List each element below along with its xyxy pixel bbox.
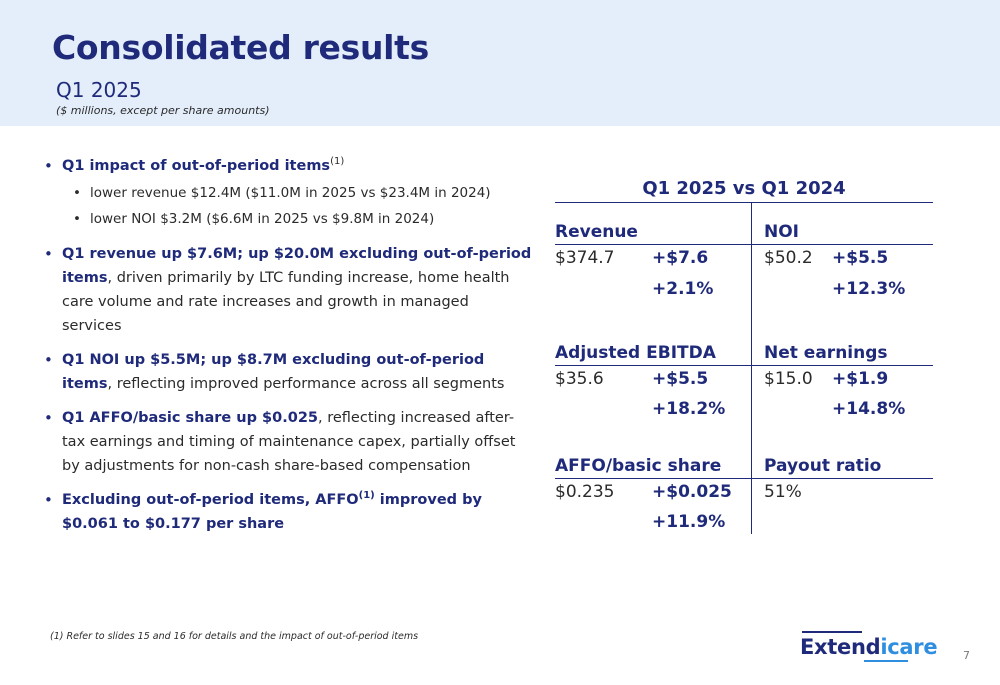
- bullet-text: , driven primarily by LTC funding increa…: [62, 270, 510, 334]
- footnote: (1) Refer to slides 15 and 16 for detail…: [50, 631, 419, 642]
- metric-value-revenue: $374.7: [555, 248, 615, 268]
- sub-bullet-noi: lower NOI $3.2M ($6.6M in 2025 vs $9.8M …: [62, 206, 532, 232]
- bullet-text: , reflecting increased after-tax earning…: [62, 410, 516, 474]
- logo-wordmark: Extendicare: [800, 635, 938, 659]
- bullet-out-of-period: Q1 impact of out-of-period items(1) lowe…: [42, 154, 532, 232]
- bullet-affo-excluding: Excluding out-of-period items, AFFO(1) i…: [42, 488, 532, 536]
- bullet-revenue: Q1 revenue up $7.6M; up $20.0M excluding…: [42, 242, 532, 338]
- row-divider: [555, 478, 933, 479]
- logo-word-part: Extend: [800, 635, 881, 659]
- metric-label-adjusted-ebitda: Adjusted EBITDA: [555, 343, 716, 363]
- bullet-highlight: Q1 AFFO/basic share up $0.025: [62, 410, 319, 426]
- metric-label-noi: NOI: [764, 222, 800, 242]
- page-number: 7: [963, 649, 970, 662]
- comparison-table: Q1 2025 vs Q1 2024 Revenue $374.7 +$7.6 …: [555, 178, 933, 534]
- metric-value-net-earnings: $15.0: [764, 369, 813, 389]
- metric-change-revenue: +$7.6: [652, 248, 709, 268]
- logo-word-part: icare: [880, 635, 938, 659]
- row-divider: [555, 244, 933, 245]
- bullet-noi: Q1 NOI up $5.5M; up $8.7M excluding out-…: [42, 348, 532, 396]
- metric-change-affo-basic-share: +$0.025: [652, 482, 732, 502]
- metric-label-revenue: Revenue: [555, 222, 638, 242]
- extendicare-logo: Extendicare: [800, 631, 938, 663]
- bullet-highlight: Q1 NOI up $5.5M; up $8.7M excluding out-…: [62, 352, 485, 392]
- footnote-marker: (1): [358, 490, 375, 502]
- bullet-highlight: Q1 revenue up $7.6M; up $20.0M excluding…: [62, 246, 532, 286]
- metric-label-net-earnings: Net earnings: [764, 343, 888, 363]
- column-divider: [751, 202, 752, 534]
- bullet-highlight: improved by $0.061 to $0.177 per share: [62, 492, 482, 532]
- metric-label-affo-basic-share: AFFO/basic share: [555, 456, 722, 476]
- bullet-highlight: Q1 impact of out-of-period items: [62, 158, 331, 174]
- page-title: Consolidated results: [52, 28, 429, 67]
- units-note: ($ millions, except per share amounts): [56, 104, 270, 117]
- metric-value-affo-basic-share: $0.235: [555, 482, 615, 502]
- bullet-text: , reflecting improved performance across…: [107, 376, 505, 392]
- metric-change-adjusted-ebitda: +$5.5: [652, 369, 709, 389]
- metric-change-net-earnings: +$1.9: [832, 369, 889, 389]
- title-divider: [555, 202, 933, 203]
- metric-change-pct-revenue: +2.1%: [652, 279, 714, 299]
- metric-change-pct-adjusted-ebitda: +18.2%: [652, 399, 726, 419]
- metric-change-pct-noi: +12.3%: [832, 279, 906, 299]
- metric-value-noi: $50.2: [764, 248, 813, 268]
- sub-bullet-list: lower revenue $12.4M ($11.0M in 2025 vs …: [62, 180, 532, 232]
- metric-change-pct-affo-basic-share: +11.9%: [652, 512, 726, 532]
- metric-change-pct-net-earnings: +14.8%: [832, 399, 906, 419]
- header-band: Consolidated results Q1 2025 ($ millions…: [0, 0, 1000, 126]
- page-subtitle: Q1 2025: [56, 78, 142, 102]
- metric-value-payout-ratio: 51%: [764, 482, 802, 502]
- comparison-title: Q1 2025 vs Q1 2024: [642, 178, 846, 199]
- metric-change-noi: +$5.5: [832, 248, 889, 268]
- sub-bullet-revenue: lower revenue $12.4M ($11.0M in 2025 vs …: [62, 180, 532, 206]
- footnote-marker: (1): [330, 156, 345, 168]
- bullet-affo: Q1 AFFO/basic share up $0.025, reflectin…: [42, 406, 532, 478]
- row-divider: [555, 365, 933, 366]
- bullet-list: Q1 impact of out-of-period items(1) lowe…: [42, 154, 532, 546]
- logo-underline: [864, 660, 908, 662]
- logo-rule: [802, 631, 862, 633]
- metric-value-adjusted-ebitda: $35.6: [555, 369, 604, 389]
- bullet-highlight: Excluding out-of-period items, AFFO: [62, 492, 359, 508]
- metric-label-payout-ratio: Payout ratio: [764, 456, 882, 476]
